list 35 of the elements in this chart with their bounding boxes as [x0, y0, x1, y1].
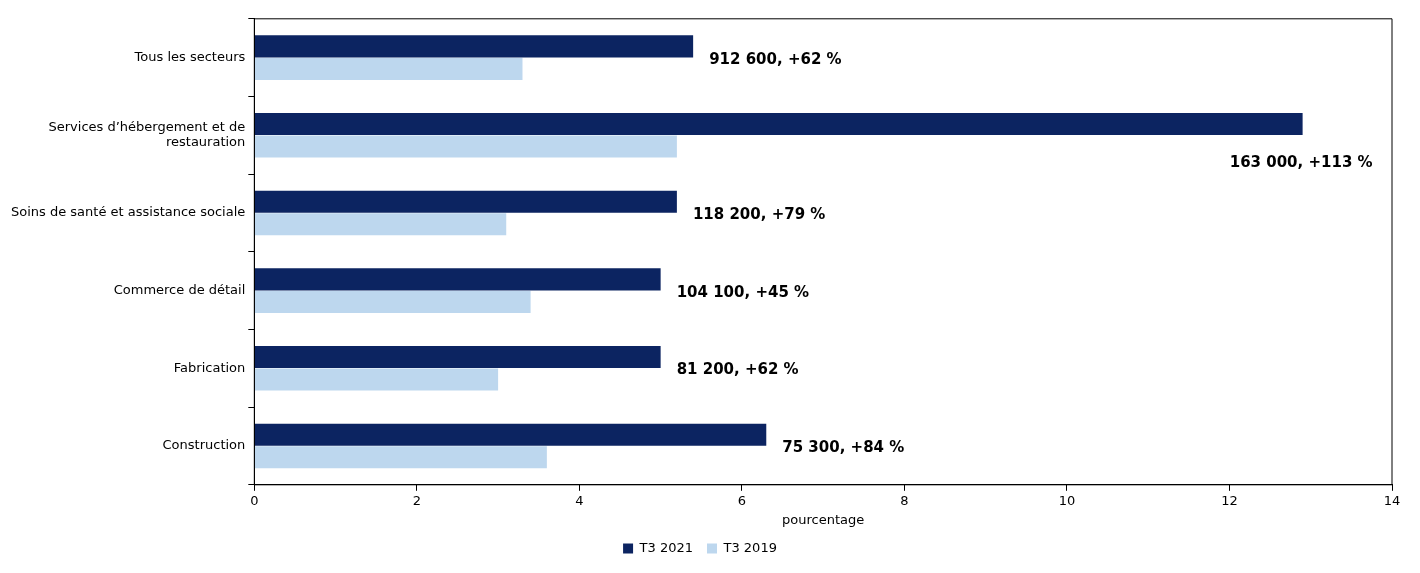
legend-label: T3 2019	[722, 539, 777, 555]
y-tick-label: Construction	[162, 437, 246, 453]
x-tick-label: 6	[737, 492, 747, 508]
x-tick-label: 4	[575, 492, 584, 508]
y-tick-label: Soins de santé et assistance sociale	[10, 204, 246, 220]
y-tick-label: Tous les secteurs	[133, 49, 246, 65]
annotation: 81 200, +62 %	[676, 360, 799, 379]
bar	[254, 290, 531, 313]
legend-label: T3 2021	[638, 539, 694, 555]
y-tick-label: Commerce de détail	[113, 282, 246, 298]
x-tick-label: 2	[412, 492, 421, 508]
bar	[254, 268, 661, 291]
y-tick-label: Fabrication	[173, 359, 246, 375]
bar	[254, 368, 499, 391]
bar	[254, 346, 661, 369]
bar	[254, 190, 677, 213]
annotation: 104 100, +45 %	[676, 282, 810, 301]
bar	[254, 423, 767, 446]
x-tick-label: 12	[1221, 492, 1238, 508]
annotation: 912 600, +62 %	[709, 49, 842, 68]
bar	[254, 135, 677, 158]
bar	[254, 57, 523, 80]
x-axis-title: pourcentage	[782, 511, 865, 527]
bar	[254, 446, 547, 469]
bar	[254, 113, 1303, 136]
x-tick-label: 0	[250, 492, 259, 508]
x-tick-label: 14	[1383, 492, 1401, 508]
annotation: 163 000, +113 %	[1229, 153, 1373, 172]
bar	[254, 213, 507, 236]
y-tick-label: Services d’hébergement et de restauration	[48, 118, 246, 150]
annotation: 75 300, +84 %	[782, 437, 905, 456]
annotation: 118 200, +79 %	[692, 204, 826, 223]
bar	[254, 35, 694, 58]
x-tick-label: 8	[900, 492, 909, 508]
x-tick-label: 10	[1058, 492, 1076, 508]
